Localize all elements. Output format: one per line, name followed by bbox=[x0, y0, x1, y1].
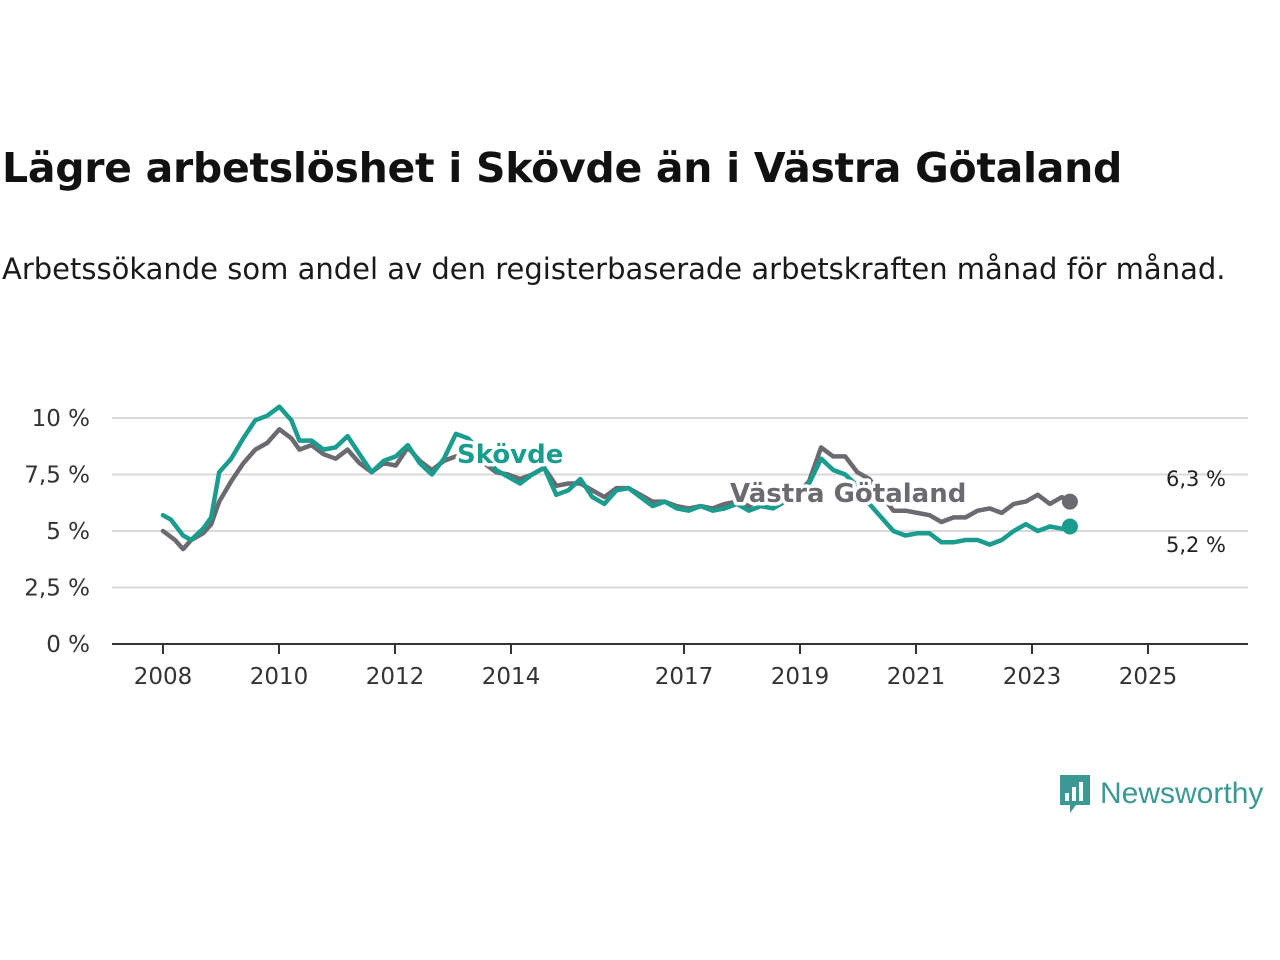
y-tick-label: 5 % bbox=[46, 519, 90, 545]
line-chart: 0 % 2,5 % 5 % 7,5 % 10 % 2008 2010 2012 2014 2017… bbox=[24, 404, 1248, 690]
series-line-skovde bbox=[160, 404, 1073, 547]
y-tick-label: 2,5 % bbox=[24, 576, 90, 602]
series-label-skovde: Skövde bbox=[457, 440, 563, 470]
x-tick-label: 2008 bbox=[134, 664, 193, 690]
x-tick-label: 2019 bbox=[771, 664, 830, 690]
y-tick-label: 7,5 % bbox=[24, 463, 90, 489]
series-line-vastra-gotaland bbox=[160, 427, 1073, 552]
chart-subtitle: Arbetssökande som andel av den registerb… bbox=[2, 252, 1226, 286]
series-label-vastra-gotaland: Västra Götaland bbox=[730, 479, 966, 509]
x-tick-label: 2025 bbox=[1119, 664, 1178, 690]
end-point-vastra-gotaland bbox=[1061, 493, 1078, 510]
end-point-skovde bbox=[1061, 518, 1078, 535]
x-tick-label: 2010 bbox=[250, 664, 309, 690]
newsworthy-logo-text: Newsworthy bbox=[1100, 777, 1264, 810]
y-tick-label: 0 % bbox=[46, 632, 90, 658]
x-tick-label: 2014 bbox=[482, 664, 541, 690]
newsworthy-logo: Newsworthy bbox=[1058, 773, 1263, 815]
x-tick-label: 2023 bbox=[1003, 664, 1062, 690]
x-tick-label: 2012 bbox=[366, 664, 425, 690]
end-label-skovde: 5,2 % bbox=[1166, 533, 1226, 557]
y-tick-label: 10 % bbox=[32, 406, 90, 432]
chart-title: Lägre arbetslöshet i Skövde än i Västra … bbox=[2, 144, 1123, 192]
x-tick-label: 2021 bbox=[887, 664, 946, 690]
x-tick-label: 2017 bbox=[655, 664, 714, 690]
end-label-vastra-gotaland: 6,3 % bbox=[1166, 467, 1226, 491]
newsworthy-logo-icon bbox=[1060, 775, 1090, 813]
